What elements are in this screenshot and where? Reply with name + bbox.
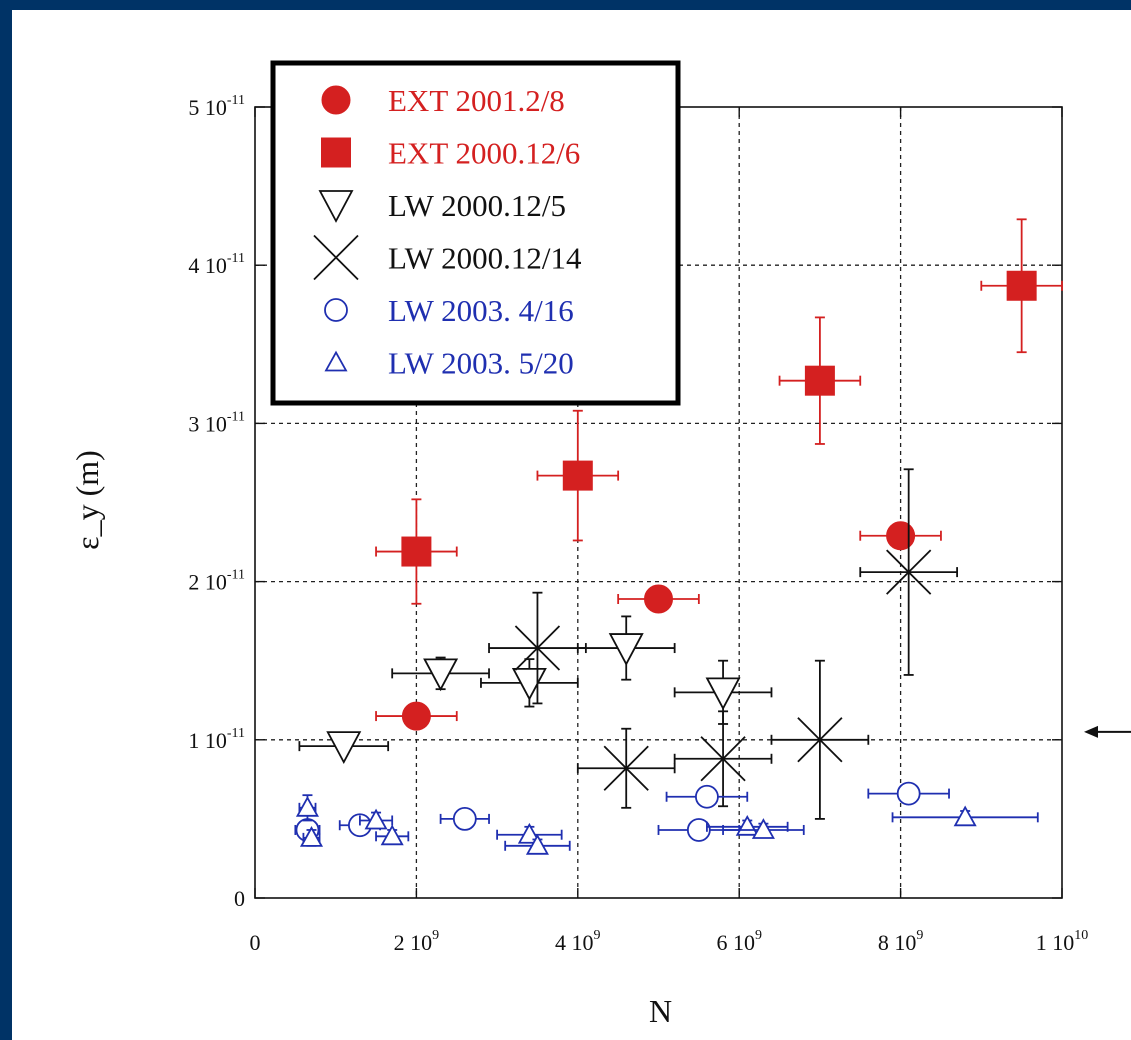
series-2-point-0 [326,731,362,765]
legend-label-2: LW 2000.12/5 [388,188,566,223]
legend: EXT 2001.2/8 EXT 2000.12/6 LW 2000.12/5 LW … [270,60,681,406]
series-1 [375,218,1063,605]
y-tick-label-4: 4 10-11 [188,251,245,278]
legend-label-1: EXT 2000.12/6 [388,136,580,171]
x-tick-label-2: 4 109 [555,928,601,955]
series-5-point-8 [953,805,977,827]
series-5-point-6 [735,814,759,836]
legend-label-4: LW 2003. 4/16 [388,293,574,328]
x-axis-label: N [649,993,672,1029]
y-tick-label-5: 5 10-11 [188,93,245,120]
x-tick-label-1: 2 109 [394,928,440,955]
legend-marker-4 [324,298,348,322]
series-5-point-3 [380,824,404,846]
series-0-point-1 [644,584,673,614]
series-3-point-4 [886,549,932,595]
series-3 [488,468,958,820]
series-3-point-2 [700,736,746,782]
legend-label-3: LW 2000.12/14 [388,241,582,276]
series-0-point-2 [886,521,916,551]
series-4-point-2 [452,807,477,831]
annotation-arrow-0 [1084,725,1131,738]
series-2-point-2 [511,667,547,701]
x-tick-label-4: 8 109 [878,928,924,955]
legend-marker-0 [321,85,351,115]
legend-item-0: EXT 2001.2/8 [321,83,565,118]
series-4-point-3 [686,818,711,842]
series-5-point-1 [299,826,324,847]
series-0 [375,521,942,731]
legend-label-0: EXT 2001.2/8 [388,83,565,118]
legend-item-4: LW 2003. 4/16 [324,293,574,328]
series-5-point-7 [751,818,775,839]
series-1-point-1 [562,460,593,491]
series-1-point-2 [804,365,835,396]
x-tick-label-5: 1 1010 [1036,928,1089,955]
legend-marker-3 [313,234,359,281]
series-4-point-5 [896,781,921,806]
y-axis-label: ε_y (m) [69,450,105,550]
series-5-point-4 [517,822,541,844]
axis-ticks: 0 2 109 4 109 6 109 8 109 1 1010 0 1 10-11 2 10-… [188,93,1088,955]
series-3-point-3 [797,717,843,763]
legend-box [270,60,681,406]
series-5-point-0 [295,795,319,817]
legend-item-5: LW 2003. 5/20 [324,346,574,381]
series-2-point-1 [423,658,459,692]
series-3-point-1 [603,745,649,791]
series-2-point-3 [608,633,644,666]
y-tick-label-3: 3 10-11 [188,409,245,436]
legend-label-5: LW 2003. 5/20 [388,346,574,381]
x-tick-label-0: 0 [250,930,261,955]
series-5-point-2 [364,808,388,830]
legend-item-3: LW 2000.12/14 [313,234,582,281]
series-3-point-0 [514,625,561,671]
series-1-point-0 [401,536,432,567]
legend-item-1: EXT 2000.12/6 [321,136,580,171]
legend-item-2: LW 2000.12/5 [318,188,566,223]
series-5-point-5 [525,833,549,855]
legend-marker-2 [318,190,354,223]
series-2-point-4 [705,677,741,711]
series-1-point-3 [1006,270,1037,301]
y-tick-label-0: 0 [234,886,245,911]
legend-marker-1 [321,137,351,168]
series-0-point-0 [401,701,431,731]
legend-marker-5 [324,350,348,372]
y-tick-label-1: 1 10-11 [188,726,245,753]
x-tick-label-3: 6 109 [716,928,762,955]
y-tick-label-2: 2 10-11 [188,568,245,595]
series-5 [295,794,1039,855]
series-4-point-4 [695,784,719,809]
